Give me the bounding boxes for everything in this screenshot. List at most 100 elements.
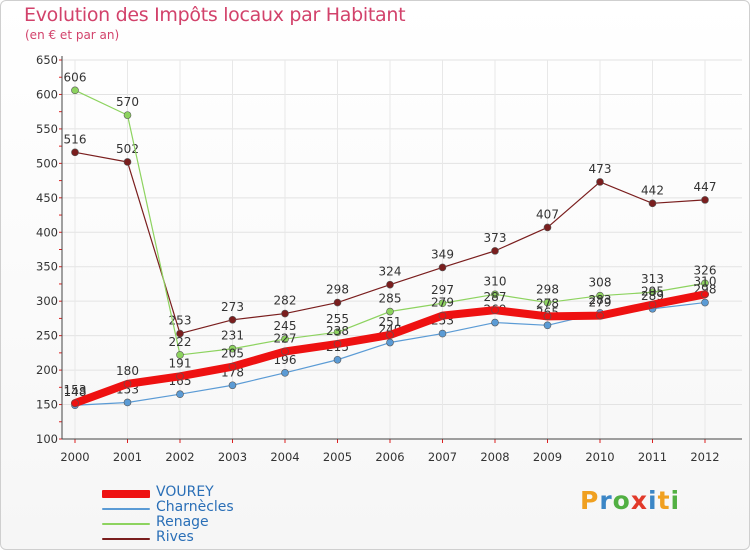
data-point-renage (123, 111, 132, 119)
x-tick-label: 2001 (113, 450, 142, 464)
data-point-renage (701, 279, 709, 288)
data-label-renage: 297 (431, 283, 454, 297)
data-point-rives (596, 178, 604, 186)
x-tick-label: 2002 (165, 450, 194, 464)
x-tick-label: 2007 (428, 450, 457, 464)
data-point-charncles (333, 355, 342, 364)
x-tick-label: 2008 (480, 450, 509, 464)
data-point-renage (438, 299, 447, 308)
x-tick-label: 2012 (690, 450, 719, 464)
x-tick-label: 2010 (585, 450, 614, 464)
legend-swatch-charnecles (102, 507, 150, 510)
data-point-vourey (491, 306, 499, 314)
data-point-vourey (438, 311, 447, 320)
data-point-rives (228, 315, 237, 324)
data-point-vourey (596, 311, 604, 320)
data-label-vourey: 279 (431, 296, 454, 310)
data-label-vourey: 238 (326, 324, 349, 338)
logo-letter: i (648, 486, 658, 515)
data-point-renage (596, 291, 604, 300)
data-point-vourey (123, 380, 132, 388)
data-label-renage: 606 (64, 70, 87, 84)
y-tick-label: 100 (36, 432, 58, 446)
data-label-rives: 516 (64, 132, 87, 146)
legend-label-rives: Rives (156, 529, 194, 545)
y-tick-label: 400 (36, 225, 58, 239)
data-label-rives: 324 (379, 265, 402, 279)
data-point-rives (333, 298, 342, 307)
data-point-charncles (228, 381, 237, 390)
x-tick-label: 2011 (638, 450, 667, 464)
chart-subtitle: (en € et par an) (25, 28, 120, 42)
data-point-vourey (648, 300, 657, 309)
data-label-renage: 313 (641, 272, 664, 286)
data-label-renage: 308 (589, 276, 612, 290)
data-point-renage (333, 328, 342, 336)
legend-swatch-renage (102, 522, 150, 525)
data-label-rives: 349 (431, 247, 454, 261)
logo-letter: o (612, 486, 631, 515)
data-point-rives (71, 148, 79, 157)
data-label-vourey: 279 (589, 296, 612, 310)
data-point-rives (648, 199, 657, 208)
data-label-renage: 222 (169, 335, 192, 349)
legend-swatch-rives (102, 537, 150, 540)
y-tick-label: 350 (36, 260, 58, 274)
legend-label-renage: Renage (156, 514, 209, 530)
data-point-charncles (123, 398, 132, 407)
y-tick-label: 250 (36, 329, 58, 343)
y-tick-label: 650 (36, 53, 58, 67)
data-point-rives (438, 263, 447, 272)
data-label-renage: 570 (116, 95, 139, 109)
data-point-rives (543, 223, 552, 232)
data-point-vourey (543, 312, 552, 321)
data-point-charncles (176, 390, 184, 399)
data-label-vourey: 287 (484, 290, 507, 304)
data-label-renage: 326 (694, 263, 717, 277)
x-tick-label: 2003 (218, 450, 247, 464)
data-label-rives: 373 (484, 231, 507, 245)
data-point-renage (71, 86, 79, 95)
data-label-rives: 407 (536, 207, 559, 221)
data-point-renage (228, 344, 237, 353)
data-point-vourey (386, 331, 394, 339)
data-label-rives: 298 (326, 283, 349, 297)
data-label-rives: 502 (116, 142, 139, 156)
data-point-renage (386, 307, 394, 316)
data-point-rives (386, 280, 394, 289)
data-point-vourey (333, 340, 342, 348)
y-tick-label: 500 (36, 156, 58, 170)
data-point-renage (491, 290, 499, 299)
chart-title: Evolution des Impôts locaux par Habitant (24, 4, 406, 26)
data-label-vourey: 251 (379, 315, 402, 329)
x-tick-label: 2009 (533, 450, 562, 464)
logo-letter: t (657, 486, 671, 515)
data-point-rives (701, 196, 709, 204)
x-tick-label: 2006 (375, 450, 404, 464)
data-point-rives (123, 158, 132, 166)
data-label-vourey: 278 (536, 296, 559, 310)
data-label-charncles: 148 (64, 385, 87, 399)
data-label-renage: 310 (484, 274, 507, 288)
data-label-vourey: 153 (64, 383, 87, 397)
y-tick-label: 150 (36, 398, 58, 412)
legend-label-vourey: VOUREY (156, 484, 214, 500)
data-point-vourey (71, 399, 79, 407)
data-point-rives (491, 247, 499, 255)
legend-swatch-vourey (102, 489, 150, 498)
data-point-charncles (386, 338, 394, 347)
data-point-charncles (543, 321, 552, 330)
legend-label-charnecles: Charnècles (156, 499, 234, 515)
data-label-rives: 442 (641, 183, 664, 197)
data-point-rives (176, 329, 184, 338)
logo-letter: r (599, 486, 613, 515)
data-label-rives: 447 (694, 180, 717, 194)
data-point-renage (543, 298, 552, 307)
data-label-vourey: 310 (694, 274, 717, 288)
data-label-renage: 231 (221, 329, 244, 343)
data-point-vourey (701, 290, 709, 299)
data-point-charncles (438, 329, 447, 338)
data-point-renage (281, 335, 289, 343)
data-label-vourey: 191 (169, 356, 192, 370)
